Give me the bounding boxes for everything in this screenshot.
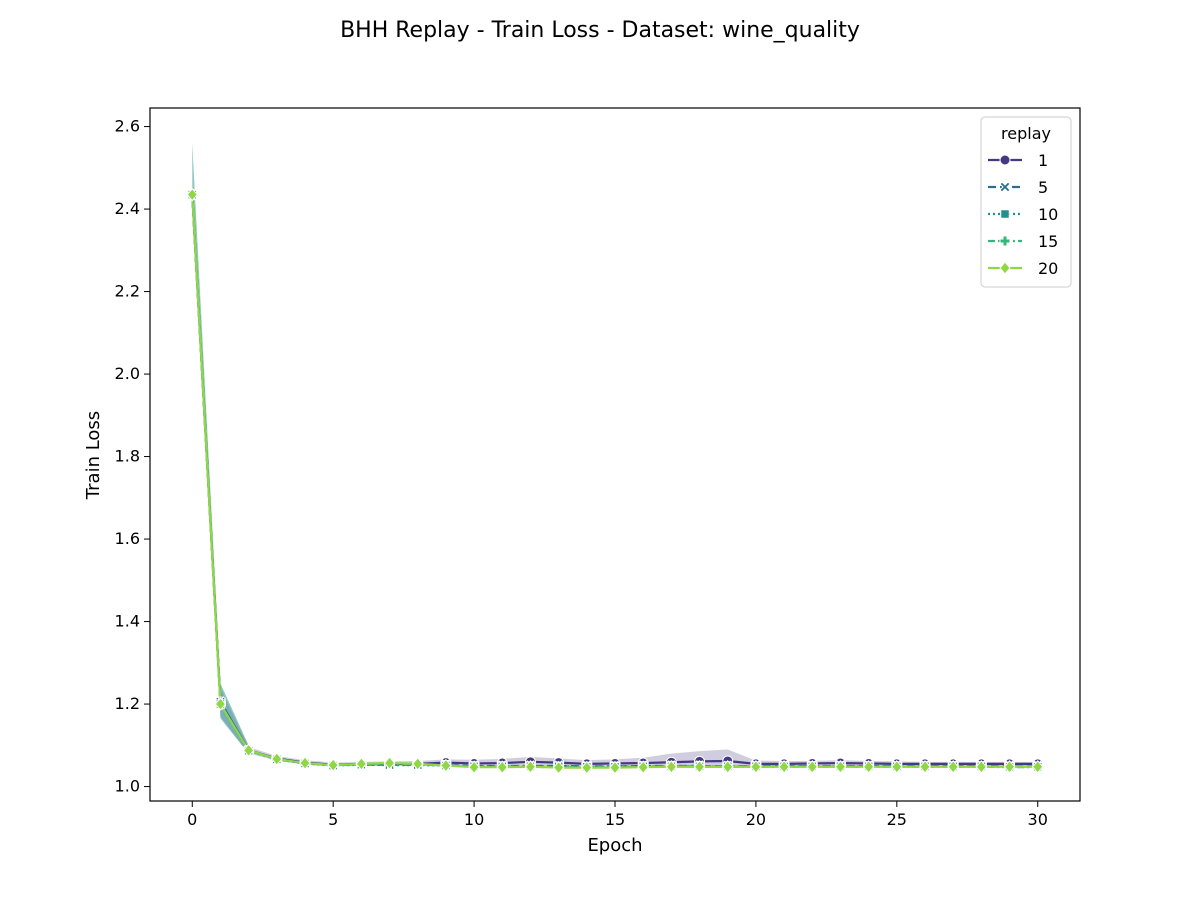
series-15-line — [191, 194, 1038, 769]
series-20-point — [665, 759, 678, 774]
series-20-line — [191, 194, 1038, 769]
legend-item-10: 10 — [988, 205, 1058, 224]
series-20-point — [242, 743, 255, 758]
series-20-point — [468, 760, 480, 774]
series-20-point — [383, 756, 396, 770]
series-markers — [186, 187, 1044, 775]
series-1-points — [186, 189, 1044, 771]
legend-label: 15 — [1038, 232, 1058, 251]
y-tick-label: 1.4 — [115, 612, 140, 631]
x-tick-label: 0 — [187, 810, 197, 829]
x-tick-label: 15 — [605, 810, 625, 829]
legend-marker — [999, 235, 1011, 247]
series-20-point — [299, 756, 311, 770]
confidence-bands — [192, 143, 1038, 768]
series-1-band — [192, 184, 1038, 768]
series-5-points — [186, 188, 1044, 773]
x-tick-label: 25 — [887, 810, 907, 829]
y-axis: 1.0 1.2 1.4 1.6 1.8 2.0 2.2 2.4 2.6 — [115, 117, 150, 796]
x-tick-label: 5 — [328, 810, 338, 829]
y-tick-label: 1.6 — [115, 529, 140, 548]
series-20-point — [693, 759, 706, 774]
series-20-point — [778, 759, 790, 774]
legend-marker — [999, 154, 1011, 166]
y-tick-label: 2.2 — [115, 282, 140, 301]
series-10-line — [191, 194, 1038, 768]
series-20-point — [975, 759, 988, 774]
series-20-point — [862, 759, 875, 774]
legend-item-5: 5 — [988, 178, 1048, 197]
chart-title: BHH Replay - Train Loss - Dataset: wine_… — [340, 18, 860, 43]
series-20-point — [1032, 759, 1044, 774]
y-tick-label: 1.8 — [115, 447, 140, 466]
series-20-point — [1003, 759, 1016, 774]
legend-item-20: 20 — [988, 259, 1058, 278]
y-tick-label: 2.4 — [115, 199, 140, 218]
y-axis-label: Train Loss — [83, 411, 104, 500]
x-axis: 0 5 10 15 20 25 30 — [187, 801, 1048, 829]
legend-item-15: 15 — [988, 232, 1058, 251]
legend-marker — [999, 261, 1011, 275]
series-10-points — [187, 189, 1043, 772]
series-1-line — [191, 194, 1038, 766]
series-20-point — [637, 760, 649, 774]
x-tick-label: 30 — [1028, 810, 1048, 829]
series-20-point — [412, 757, 424, 771]
series-20-point — [750, 759, 762, 774]
y-tick-label: 1.2 — [115, 694, 140, 713]
series-20-point — [806, 759, 818, 774]
series-20-point — [214, 697, 227, 711]
series-20-point — [186, 187, 198, 202]
legend-marker — [999, 181, 1011, 193]
series-20-point — [919, 759, 931, 774]
series-5-line — [191, 194, 1038, 768]
legend-label: 20 — [1038, 259, 1058, 278]
series-20-point — [440, 758, 452, 773]
x-axis-label: Epoch — [587, 835, 642, 856]
series-20-point — [524, 759, 537, 774]
legend-label: 10 — [1038, 205, 1058, 224]
series-20-point — [722, 759, 734, 774]
series-lines — [191, 194, 1038, 769]
y-tick-label: 2.0 — [115, 364, 140, 383]
x-tick-label: 20 — [746, 810, 766, 829]
series-20-point — [581, 760, 593, 775]
series-20-point — [834, 759, 847, 774]
series-20-point — [355, 757, 368, 771]
legend-item-1: 1 — [988, 151, 1048, 170]
series-20-point — [891, 759, 903, 774]
y-tick-label: 1.0 — [115, 777, 140, 796]
series-20-point — [496, 760, 508, 774]
series-20-point — [947, 759, 959, 774]
y-tick-label: 2.6 — [115, 117, 140, 136]
series-20-points — [186, 187, 1044, 775]
early-spread-band — [192, 143, 249, 754]
series-20-point — [552, 760, 565, 775]
legend-title: replay — [1001, 124, 1051, 143]
legend-label: 5 — [1038, 178, 1048, 197]
series-20-point — [271, 752, 283, 766]
plot-frame — [149, 107, 1081, 802]
series-20-point — [327, 758, 339, 772]
series-20-point — [609, 760, 621, 775]
x-tick-label: 10 — [464, 810, 484, 829]
legend-label: 1 — [1038, 151, 1048, 170]
legend-marker — [1000, 209, 1010, 219]
series-15-points — [186, 189, 1044, 773]
